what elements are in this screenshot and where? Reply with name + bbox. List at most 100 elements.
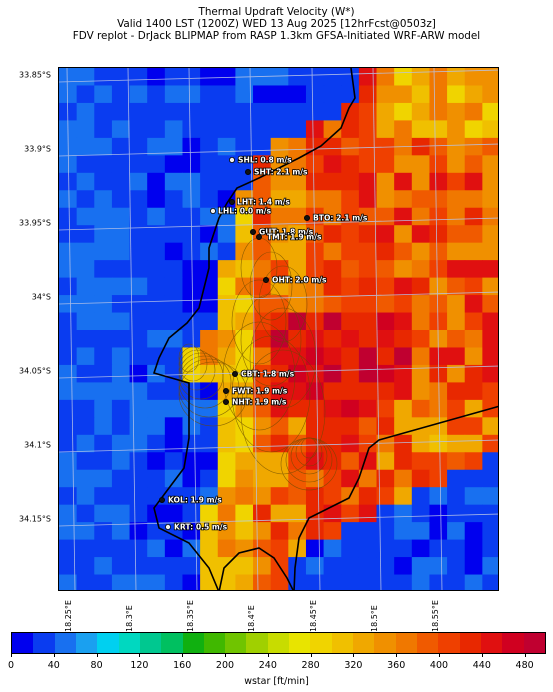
heatmap-cell bbox=[59, 190, 78, 209]
heatmap-cell bbox=[147, 120, 166, 139]
heatmap-cell bbox=[182, 120, 201, 139]
heatmap-cell bbox=[200, 190, 219, 209]
heatmap-cell bbox=[411, 417, 430, 436]
heatmap-cell bbox=[305, 434, 325, 453]
heatmap-cell bbox=[253, 399, 272, 418]
station-marker[interactable] bbox=[228, 198, 235, 205]
map-panel[interactable]: SHL: 0.8 m/s SHT: 2.1 m/s LHT: 1.4 m/s LHL:… bbox=[58, 67, 499, 591]
colorbar-segment bbox=[97, 633, 119, 653]
station-marker[interactable] bbox=[165, 523, 172, 530]
heatmap-cell bbox=[464, 137, 483, 156]
heatmap-cell bbox=[411, 469, 430, 488]
heatmap-cell bbox=[76, 347, 95, 366]
heatmap-cell bbox=[147, 225, 166, 244]
heatmap-cell bbox=[447, 260, 466, 279]
heatmap-cell bbox=[358, 225, 378, 244]
heatmap-cell bbox=[270, 330, 289, 348]
station-marker[interactable] bbox=[255, 233, 262, 240]
heatmap-cell bbox=[323, 172, 342, 191]
heatmap-cell bbox=[429, 120, 448, 139]
heatmap-cell bbox=[358, 242, 378, 261]
heatmap-cell bbox=[376, 312, 395, 331]
heatmap-cell bbox=[323, 68, 342, 86]
heatmap-cell bbox=[288, 364, 307, 383]
station-marker[interactable] bbox=[222, 387, 229, 394]
heatmap-cell bbox=[394, 382, 413, 401]
station-marker[interactable] bbox=[222, 398, 229, 405]
heatmap-cell bbox=[482, 487, 498, 506]
heatmap-cell bbox=[394, 295, 413, 314]
heatmap-cell bbox=[358, 277, 378, 296]
heatmap-cell bbox=[394, 277, 413, 296]
heatmap-cell bbox=[447, 399, 466, 418]
station-marker[interactable] bbox=[249, 228, 256, 235]
colorbar-tick-mark bbox=[53, 654, 55, 657]
colorbar-segment bbox=[203, 633, 226, 653]
colorbar-segment bbox=[54, 633, 76, 653]
heatmap-cell bbox=[270, 382, 289, 401]
heatmap-cell bbox=[217, 452, 236, 471]
colorbar-tick-label: 160 bbox=[173, 660, 192, 671]
contour-line bbox=[231, 279, 287, 365]
heatmap-cell bbox=[288, 522, 307, 541]
heatmap-cell bbox=[76, 120, 95, 139]
heatmap-cell bbox=[253, 242, 272, 261]
heatmap-cell bbox=[76, 225, 95, 244]
heatmap-cell bbox=[76, 434, 95, 453]
heatmap-cell bbox=[447, 102, 466, 121]
heatmap-cell bbox=[305, 85, 325, 104]
station-marker[interactable] bbox=[228, 157, 235, 164]
station-marker[interactable] bbox=[209, 207, 216, 214]
heatmap-cell bbox=[94, 312, 113, 331]
colorbar-tick-mark bbox=[396, 654, 398, 657]
heatmap-cell bbox=[305, 504, 325, 523]
station-marker[interactable] bbox=[262, 276, 269, 283]
heatmap-cell bbox=[341, 522, 360, 541]
heatmap-cell bbox=[394, 68, 413, 86]
heatmap-cell bbox=[358, 364, 378, 383]
heatmap-cell bbox=[59, 330, 78, 348]
heatmap-cell bbox=[111, 469, 131, 488]
colorbar-tick-label: 400 bbox=[429, 660, 449, 671]
heatmap-cell bbox=[270, 137, 289, 156]
heatmap-cell bbox=[376, 260, 395, 279]
heatmap-cell bbox=[76, 312, 95, 331]
heatmap-cell bbox=[464, 557, 483, 576]
latitude-tick-label: 33.85°S bbox=[19, 70, 51, 80]
heatmap-cell bbox=[394, 242, 413, 261]
station-marker[interactable] bbox=[244, 169, 251, 176]
colorbar-segment bbox=[12, 633, 34, 653]
heatmap-cell bbox=[94, 102, 113, 121]
contour-line bbox=[178, 352, 224, 400]
heatmap-cell bbox=[411, 364, 430, 383]
heatmap-cell bbox=[111, 137, 131, 156]
latitude-tick-label: 34.1°S bbox=[24, 440, 51, 450]
heatmap-cell bbox=[376, 85, 395, 104]
colorbar-tick-label: 80 bbox=[90, 660, 103, 671]
station-marker[interactable] bbox=[303, 214, 310, 221]
heatmap-cell bbox=[288, 382, 307, 401]
heatmap-cell bbox=[164, 190, 183, 209]
heatmap-cell bbox=[305, 295, 325, 314]
colorbar-tick-mark bbox=[11, 654, 12, 657]
heatmap-cell bbox=[429, 68, 448, 86]
heatmap-cell bbox=[376, 190, 395, 209]
heatmap-cell bbox=[217, 242, 236, 261]
heatmap-cell bbox=[111, 260, 131, 279]
heatmap-cell bbox=[323, 539, 342, 558]
heatmap-cell bbox=[147, 312, 166, 331]
heatmap-cell bbox=[323, 137, 342, 156]
heatmap-cell bbox=[358, 137, 378, 156]
heatmap-cell bbox=[482, 102, 498, 121]
heatmap-cell bbox=[59, 277, 78, 296]
heatmap-cell bbox=[305, 190, 325, 209]
station-marker[interactable] bbox=[231, 370, 238, 377]
heatmap-cell bbox=[305, 364, 325, 383]
graticule-lines bbox=[59, 68, 498, 590]
heatmap-cell bbox=[200, 85, 219, 104]
heatmap-cell bbox=[305, 522, 325, 541]
heatmap-cell bbox=[111, 574, 131, 590]
heatmap-cell bbox=[147, 574, 166, 590]
station-marker[interactable] bbox=[159, 496, 166, 503]
colorbar-segment bbox=[310, 633, 332, 653]
